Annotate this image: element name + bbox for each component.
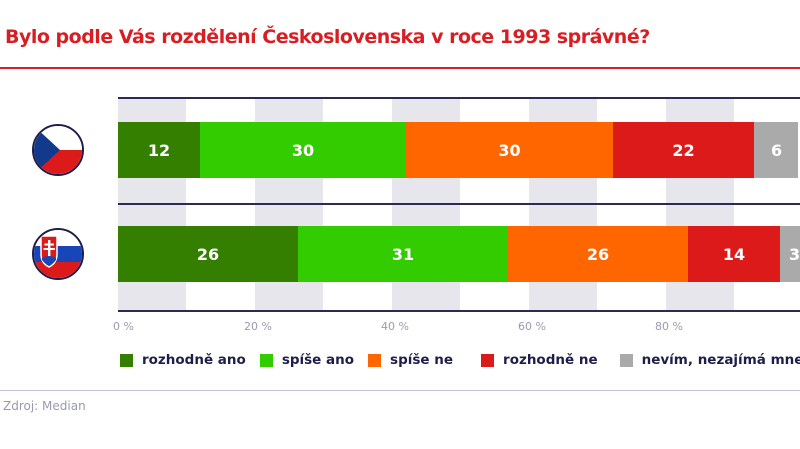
axis-line-top — [118, 97, 800, 99]
legend-item-spise-ano: spíše ano — [259, 352, 355, 368]
legend-label: spíše ne — [390, 352, 454, 368]
x-tick-40: 40 % — [381, 320, 409, 333]
x-tick-80: 80 % — [655, 320, 683, 333]
legend-item-nevim: nevím, nezajímá mne to — [619, 352, 800, 368]
legend-item-spise-ne: spíše ne — [368, 352, 453, 368]
axis-line-middle — [118, 203, 800, 205]
legend-swatch — [481, 353, 495, 367]
legend-swatch — [368, 353, 382, 367]
legend-label: nevím, nezajímá mne to — [641, 352, 800, 368]
legend-label: spíše ano — [281, 352, 355, 368]
bar-slovak: 26 31 26 14 3 — [118, 226, 800, 282]
segment-rozhodne-ne: 14 — [688, 226, 780, 282]
chart-title: Bylo podle Vás rozdělení Československa … — [5, 26, 650, 48]
legend-item-rozhodne-ano: rozhodně ano — [120, 352, 246, 368]
segment-spise-ne: 26 — [508, 226, 688, 282]
legend-swatch — [120, 353, 133, 367]
bar-czech: 12 30 30 22 6 — [118, 122, 798, 178]
slovak-flag-icon — [32, 228, 84, 280]
segment-rozhodne-ano: 26 — [118, 226, 298, 282]
footer-divider — [0, 390, 800, 391]
legend-item-rozhodne-ne: rozhodně ne — [481, 352, 598, 368]
source-note: Zdroj: Median — [3, 399, 86, 413]
x-tick-20: 20 % — [244, 320, 272, 333]
plot-area: 12 30 30 22 6 26 31 26 14 3 — [118, 97, 800, 312]
segment-nevim: 6 — [754, 122, 798, 178]
segment-spise-ano: 30 — [200, 122, 406, 178]
legend-label: rozhodně ne — [503, 352, 598, 368]
legend-label: rozhodně ano — [142, 352, 246, 368]
segment-spise-ano: 31 — [298, 226, 508, 282]
segment-spise-ne: 30 — [406, 122, 613, 178]
legend: rozhodně ano spíše ano spíše ne rozhodně… — [120, 352, 800, 368]
axis-line-bottom — [118, 310, 800, 312]
x-tick-60: 60 % — [518, 320, 546, 333]
x-tick-0: 0 % — [113, 320, 134, 333]
segment-nevim: 3 — [780, 226, 800, 282]
legend-swatch — [259, 353, 273, 367]
title-divider — [0, 67, 800, 69]
legend-swatch — [619, 353, 633, 367]
segment-rozhodne-ne: 22 — [613, 122, 754, 178]
segment-rozhodne-ano: 12 — [118, 122, 200, 178]
czech-flag-icon — [32, 124, 84, 176]
